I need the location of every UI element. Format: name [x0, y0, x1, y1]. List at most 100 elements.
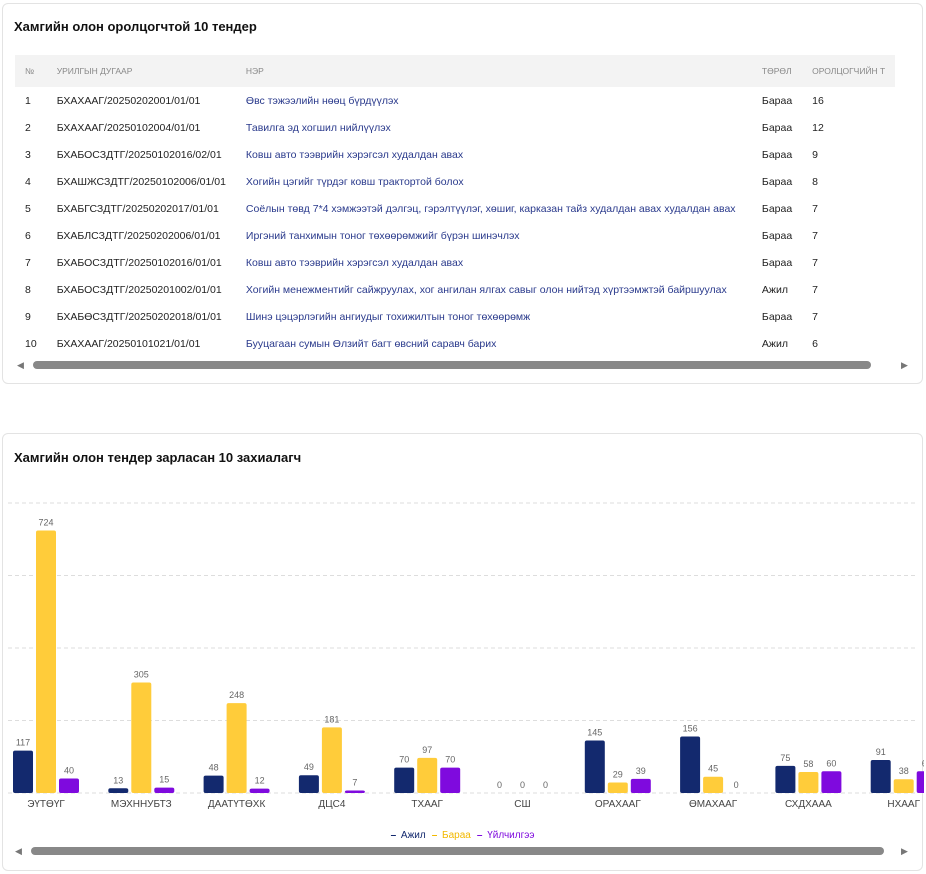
participant-count: 6: [812, 337, 819, 350]
column-header[interactable]: ТӨРӨЛ: [761, 66, 792, 76]
table-row: 7 БХАБОСЗДТГ/20250102016/01/01 Ковш авто т…: [15, 249, 895, 276]
tender-name-link[interactable]: Хогийн цэгийг түрдэг ковш трактортой бол…: [245, 175, 464, 188]
tender-name-link[interactable]: Ковш авто тээврийн хэрэгсэл худалдан ава…: [245, 148, 464, 161]
bar-Үйлчилгээ: [344, 790, 365, 793]
data-label: 145: [587, 727, 602, 737]
x-tick-label: НХААГ: [887, 799, 920, 810]
data-label: 12: [255, 776, 265, 786]
tender-name-link[interactable]: Иргэний танхимын тоног төхөөрөмжийг бүрэ…: [245, 229, 520, 242]
row-number: 4: [25, 175, 31, 188]
bar-Ажил: [13, 750, 33, 793]
data-label: 60: [922, 758, 924, 768]
tender-number: БХАБГСЗДТГ/20250202017/01/01: [56, 202, 219, 215]
data-label: 15: [159, 775, 169, 785]
legend-marker-icon: –: [431, 830, 438, 841]
bar-Ажил: [298, 775, 319, 793]
bar-Бараа: [703, 776, 724, 793]
data-label: 48: [209, 763, 219, 773]
data-label: 49: [304, 762, 314, 772]
tender-name-link[interactable]: Соёлын төвд 7*4 хэмжээтэй дэлгэц, гэрэлт…: [245, 202, 736, 215]
scroll-left-icon[interactable]: ◀: [15, 846, 22, 856]
bar-Бараа: [321, 727, 342, 793]
column-header[interactable]: №: [25, 66, 35, 76]
participant-count: 16: [812, 94, 824, 107]
bar-Ажил: [870, 760, 891, 793]
card-title: Хамгийн олон оролцогчтой 10 тендер: [14, 19, 257, 34]
data-label: 248: [229, 690, 244, 700]
tender-name-link[interactable]: Бууцагаан сумын Өлзийт багт өвсний сарав…: [245, 337, 497, 350]
tender-number: БХАХААГ/20250101021/01/01: [56, 337, 201, 350]
bar-Үйлчилгээ: [154, 787, 175, 793]
bar-Ажил: [394, 767, 415, 793]
data-label: 60: [826, 758, 836, 768]
row-number: 8: [25, 283, 31, 296]
x-tick-label: ОРАХААГ: [595, 799, 641, 810]
scroll-right-icon[interactable]: ▶: [901, 846, 908, 856]
bar-Үйлчилгээ: [821, 771, 842, 793]
data-label: 29: [613, 769, 623, 779]
tender-number: БХАБӨСЗДТГ/20250202018/01/01: [56, 310, 222, 323]
tender-name-link[interactable]: Ковш авто тээврийн хэрэгсэл худалдан ава…: [245, 256, 464, 269]
scrollbar-thumb[interactable]: [33, 361, 871, 369]
data-label: 70: [445, 755, 455, 765]
row-number: 7: [25, 256, 31, 269]
participant-count: 9: [812, 148, 819, 161]
data-label: 13: [113, 775, 123, 785]
table-row: 8 БХАБОСЗДТГ/20250201002/01/01 Хогийн мене…: [15, 276, 895, 303]
bar-chart: 117 724 40 ЭҮТӨҮГ 13 305 15 МЭХННУБТЗ 48 248 12 ДАА…: [8, 502, 924, 810]
tender-type: Бараа: [761, 310, 793, 323]
column-header[interactable]: УРИЛГЫН ДУГААР: [56, 66, 133, 76]
table-row: 10 БХАХААГ/20250101021/01/01 Бууцагаан сум…: [15, 330, 895, 357]
bar-Үйлчилгээ: [440, 767, 461, 793]
tender-type: Ажил: [761, 337, 788, 350]
legend-item[interactable]: – Бараа: [432, 830, 473, 841]
tender-type: Бараа: [761, 94, 793, 107]
bar-Бараа: [131, 682, 152, 793]
data-label: 156: [683, 723, 698, 733]
bar-Бараа: [607, 782, 628, 793]
x-tick-label: МЭХННУБТЗ: [111, 799, 172, 810]
participant-count: 7: [812, 310, 819, 323]
tender-type: Бараа: [761, 202, 793, 215]
participant-count: 7: [812, 256, 819, 269]
bar-Бараа: [798, 771, 819, 793]
table-row: 9 БХАБӨСЗДТГ/20250202018/01/01 Шинэ цэцэрл…: [15, 303, 895, 330]
column-header[interactable]: НЭР: [245, 66, 264, 76]
legend-label: Бараа: [442, 830, 471, 841]
data-label: 305: [134, 669, 149, 679]
legend-item[interactable]: – Үйлчилгээ: [477, 830, 537, 841]
column-header[interactable]: ОРОЛЦОГЧИЙН Т: [812, 66, 886, 76]
x-tick-label: ДААТҮТӨХК: [208, 799, 266, 810]
row-number: 6: [25, 229, 31, 242]
row-number: 5: [25, 202, 31, 215]
tender-type: Бараа: [761, 121, 793, 134]
data-label: 39: [636, 766, 646, 776]
bar-Ажил: [775, 765, 796, 793]
tender-name-link[interactable]: Хогийн менежментийг сайжруулах, хог анги…: [245, 283, 727, 296]
bar-Үйлчилгээ: [630, 778, 651, 793]
legend-item[interactable]: – Ажил: [391, 830, 428, 841]
tender-type: Бараа: [761, 229, 793, 242]
top-buyers-card: 117 724 40 ЭҮТӨҮГ 13 305 15 МЭХННУБТЗ 48 248 12 ДАА…: [2, 433, 924, 871]
participant-count: 7: [812, 229, 819, 242]
horizontal-scrollbar[interactable]: ◀ ▶: [17, 360, 915, 370]
bar-Үйлчилгээ: [59, 778, 79, 793]
scroll-right-icon[interactable]: ▶: [901, 360, 908, 370]
row-number: 2: [25, 121, 31, 134]
bar-Үйлчилгээ: [249, 788, 270, 793]
chart-horizontal-scrollbar[interactable]: ◀ ▶: [15, 846, 913, 856]
data-label: 181: [324, 714, 339, 724]
legend-marker-icon: –: [390, 830, 397, 841]
data-label: 724: [38, 518, 53, 528]
tender-name-link[interactable]: Тавилга эд хогшил нийлүүлэх: [245, 121, 391, 134]
tender-name-link[interactable]: Шинэ цэцэрлэгийн ангиудыг тохижилтын тон…: [245, 310, 531, 323]
data-label: 91: [876, 747, 886, 757]
tender-name-link[interactable]: Өвс тэжээлийн нөөц бүрдүүлэх: [245, 94, 399, 107]
data-label: 0: [734, 780, 739, 790]
tender-type: Ажил: [761, 283, 788, 296]
scrollbar-thumb[interactable]: [31, 847, 884, 855]
x-tick-label: ӨМАХААГ: [689, 799, 738, 810]
data-label: 0: [497, 780, 502, 790]
scroll-left-icon[interactable]: ◀: [17, 360, 24, 370]
row-number: 9: [25, 310, 31, 323]
